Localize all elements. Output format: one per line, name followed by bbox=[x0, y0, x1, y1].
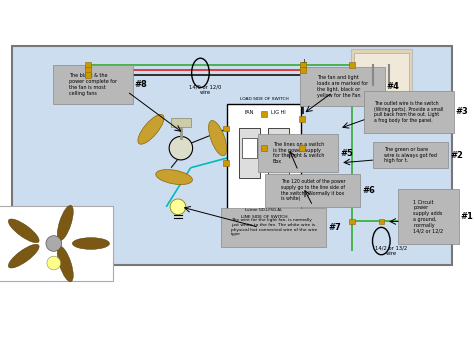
FancyBboxPatch shape bbox=[223, 126, 228, 131]
Ellipse shape bbox=[9, 219, 39, 243]
FancyBboxPatch shape bbox=[12, 45, 452, 266]
Text: FAN: FAN bbox=[245, 110, 254, 115]
FancyBboxPatch shape bbox=[349, 62, 355, 68]
Ellipse shape bbox=[138, 114, 164, 144]
FancyBboxPatch shape bbox=[301, 67, 306, 73]
Text: #6: #6 bbox=[362, 186, 375, 195]
Circle shape bbox=[170, 199, 186, 215]
Text: #4: #4 bbox=[387, 82, 400, 91]
FancyBboxPatch shape bbox=[242, 138, 256, 158]
FancyBboxPatch shape bbox=[351, 49, 411, 100]
FancyBboxPatch shape bbox=[0, 206, 113, 281]
FancyBboxPatch shape bbox=[300, 116, 305, 121]
FancyBboxPatch shape bbox=[271, 138, 286, 158]
FancyBboxPatch shape bbox=[258, 135, 338, 171]
Text: The green or bare
wire is always got fed
high for t.: The green or bare wire is always got fed… bbox=[384, 147, 437, 163]
FancyBboxPatch shape bbox=[261, 111, 267, 117]
FancyBboxPatch shape bbox=[228, 104, 301, 212]
Text: #1: #1 bbox=[461, 212, 474, 221]
FancyBboxPatch shape bbox=[223, 160, 228, 165]
FancyBboxPatch shape bbox=[398, 189, 458, 245]
Ellipse shape bbox=[156, 170, 192, 185]
FancyBboxPatch shape bbox=[373, 142, 448, 168]
Text: #7: #7 bbox=[328, 223, 341, 232]
Text: 1 Circuit
power
supply adds
a ground,
normally
14/2 or 12/2: 1 Circuit power supply adds a ground, no… bbox=[413, 200, 443, 234]
Text: #5: #5 bbox=[340, 148, 353, 158]
Circle shape bbox=[46, 236, 62, 251]
Circle shape bbox=[169, 136, 192, 160]
FancyBboxPatch shape bbox=[171, 118, 191, 127]
FancyBboxPatch shape bbox=[300, 67, 385, 106]
Text: The 120 outlet of the power
supply go to the line side of
the switch. (Normally : The 120 outlet of the power supply go to… bbox=[281, 179, 345, 201]
FancyBboxPatch shape bbox=[238, 128, 260, 179]
FancyBboxPatch shape bbox=[85, 72, 91, 78]
Text: #8: #8 bbox=[135, 80, 148, 89]
Text: #3: #3 bbox=[456, 108, 468, 116]
Text: 14/0 or 12/0
wire: 14/0 or 12/0 wire bbox=[189, 84, 221, 95]
FancyBboxPatch shape bbox=[354, 53, 409, 96]
FancyBboxPatch shape bbox=[268, 128, 290, 179]
Text: LINE SIDE OF SWITCH: LINE SIDE OF SWITCH bbox=[241, 215, 287, 219]
Text: The lines on a switch
is the power supply
for the light & switch
Box: The lines on a switch is the power suppl… bbox=[273, 142, 324, 164]
Text: 14/2 or 13/2
wire: 14/2 or 13/2 wire bbox=[375, 245, 407, 256]
FancyBboxPatch shape bbox=[379, 219, 384, 224]
FancyBboxPatch shape bbox=[265, 174, 360, 207]
FancyBboxPatch shape bbox=[349, 219, 355, 224]
Text: #2: #2 bbox=[450, 151, 463, 159]
Text: The fan and light
loads are marked for
the light, black or
yellow for the Fan: The fan and light loads are marked for t… bbox=[317, 75, 368, 98]
Text: The black & the
power complete for
the fan is most
celling fans: The black & the power complete for the f… bbox=[69, 73, 117, 96]
Text: The wire for the light fan, is normally
just white to the fan. The white wire is: The wire for the light fan, is normally … bbox=[231, 218, 317, 236]
Ellipse shape bbox=[57, 205, 73, 241]
Text: +: + bbox=[300, 58, 307, 67]
Ellipse shape bbox=[57, 246, 73, 282]
FancyBboxPatch shape bbox=[301, 62, 306, 68]
FancyBboxPatch shape bbox=[261, 146, 267, 151]
FancyBboxPatch shape bbox=[85, 62, 91, 68]
Text: The outlet wire is the switch
(Wiring parts). Provide a small
pull back from the: The outlet wire is the switch (Wiring pa… bbox=[374, 101, 443, 123]
FancyBboxPatch shape bbox=[53, 65, 133, 104]
FancyBboxPatch shape bbox=[300, 146, 305, 151]
Ellipse shape bbox=[209, 120, 227, 156]
FancyBboxPatch shape bbox=[85, 67, 91, 73]
Ellipse shape bbox=[73, 237, 109, 249]
Ellipse shape bbox=[9, 244, 39, 268]
Text: Lutron GD-LFSG-AL: Lutron GD-LFSG-AL bbox=[246, 208, 283, 212]
Circle shape bbox=[47, 256, 61, 270]
Text: LIG HI: LIG HI bbox=[271, 110, 286, 115]
FancyBboxPatch shape bbox=[364, 92, 454, 132]
FancyBboxPatch shape bbox=[221, 208, 326, 247]
Text: LOAD SIDE OF SWITCH: LOAD SIDE OF SWITCH bbox=[240, 97, 288, 101]
